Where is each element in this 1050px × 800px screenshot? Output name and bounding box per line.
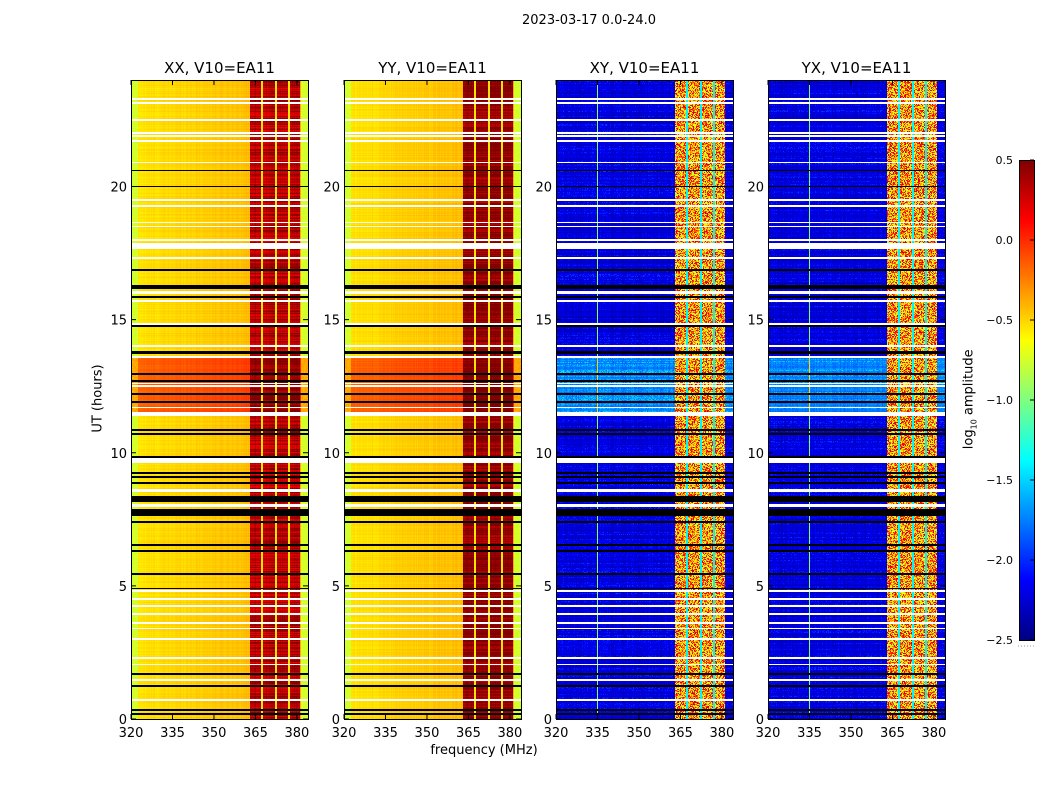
colorbar-tick-label: 0.0: [996, 234, 1014, 247]
y-tick-label: 20: [110, 181, 127, 196]
heatmap-xy: [556, 80, 733, 719]
panel-title: XY, V10=EA11: [590, 59, 700, 77]
y-tick-label: 0: [332, 713, 340, 728]
y-tick-label: 15: [110, 314, 127, 329]
y-tick-label: 15: [535, 314, 552, 329]
axes-frame: [131, 80, 309, 720]
x-tick-label: 350: [202, 726, 227, 741]
x-tick-label: 335: [797, 726, 822, 741]
panel-title: XX, V10=EA11: [164, 59, 275, 77]
x-tick-label: 335: [585, 726, 610, 741]
y-tick-label: 10: [323, 447, 340, 462]
axes-frame: [344, 80, 522, 720]
y-tick-label: 10: [110, 447, 127, 462]
y-tick-label: 15: [747, 314, 764, 329]
y-tick-label: 10: [535, 447, 552, 462]
heatmap-xx: [131, 80, 308, 719]
heatmap-yx: [768, 80, 945, 719]
colorbar-tick-label: −2.0: [986, 554, 1013, 567]
x-tick-label: 350: [415, 726, 440, 741]
y-tick-label: 20: [747, 181, 764, 196]
x-tick-label: 365: [456, 726, 481, 741]
colorbar-tick-label: −1.5: [986, 474, 1013, 487]
x-tick-label: 365: [880, 726, 905, 741]
colorbar-tick-label: −1.0: [986, 394, 1013, 407]
x-tick-label: 350: [627, 726, 652, 741]
y-tick-label: 5: [332, 580, 340, 595]
x-tick-label: 380: [285, 726, 310, 741]
x-tick-label: 335: [373, 726, 398, 741]
y-tick-label: 20: [535, 181, 552, 196]
y-tick-label: 10: [747, 447, 764, 462]
figure-title: 2023-03-17 0.0-24.0: [522, 13, 656, 28]
x-tick-label: 320: [544, 726, 569, 741]
colorbar-tick-label: −2.5: [986, 634, 1013, 647]
y-tick-label: 0: [119, 713, 127, 728]
x-tick-label: 365: [668, 726, 693, 741]
x-tick-label: 335: [160, 726, 185, 741]
y-tick-label: 20: [323, 181, 340, 196]
colorbar-frame: [1019, 160, 1035, 641]
axes-frame: [768, 80, 946, 720]
y-tick-label: 15: [323, 314, 340, 329]
x-tick-label: 380: [710, 726, 735, 741]
x-tick-label: 320: [119, 726, 144, 741]
colorbar: [1019, 160, 1034, 640]
x-tick-label: 320: [332, 726, 357, 741]
heatmap-yy: [344, 80, 521, 719]
panel-title: YX, V10=EA11: [801, 59, 912, 77]
y-tick-label: 0: [544, 713, 552, 728]
x-tick-label: 320: [756, 726, 781, 741]
x-tick-label: 380: [922, 726, 947, 741]
y-tick-label: 0: [756, 713, 764, 728]
colorbar-tick-label: −0.5: [986, 314, 1013, 327]
x-tick-label: 365: [243, 726, 268, 741]
x-tick-label: 380: [498, 726, 523, 741]
x-tick-label: 350: [839, 726, 864, 741]
panel-title: YY, V10=EA11: [377, 59, 487, 77]
colorbar-tick-label: 0.5: [996, 154, 1014, 167]
x-axis-label: frequency (MHz): [430, 743, 538, 758]
y-tick-label: 5: [544, 580, 552, 595]
y-tick-label: 5: [119, 580, 127, 595]
y-tick-label: 5: [756, 580, 764, 595]
axes-frame: [556, 80, 734, 720]
